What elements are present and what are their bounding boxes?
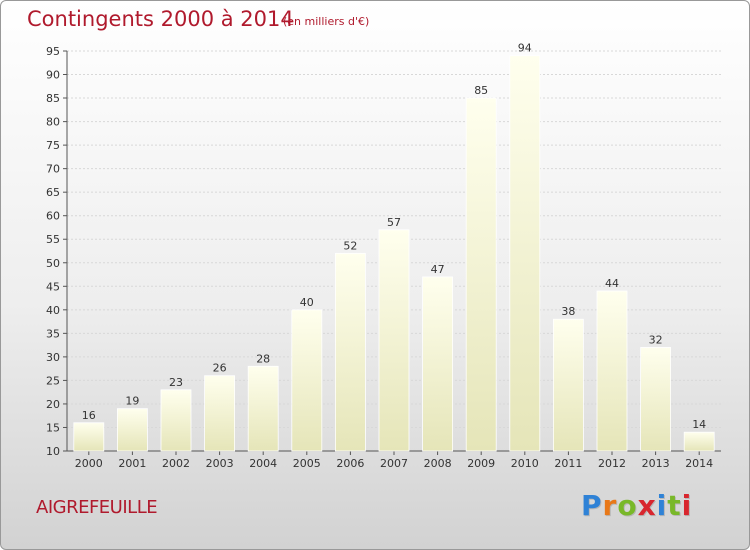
y-tick-label: 60 — [46, 210, 60, 223]
bar-value-label: 38 — [561, 305, 575, 318]
bar — [422, 276, 454, 452]
x-tick-label: 2006 — [336, 457, 364, 470]
bar-value-label: 94 — [518, 42, 532, 55]
bar-value-label: 52 — [343, 239, 357, 252]
y-tick-label: 20 — [46, 398, 60, 411]
y-tick-label: 90 — [46, 69, 60, 82]
bar — [291, 309, 323, 452]
bar — [117, 408, 148, 452]
y-tick-label: 35 — [46, 327, 60, 340]
bar — [334, 252, 366, 452]
x-tick-label: 2014 — [685, 457, 713, 470]
logo-letter: r — [602, 489, 618, 522]
logo-letter: x — [637, 489, 657, 522]
bar-value-label: 44 — [605, 277, 619, 290]
x-tick-label: 2003 — [206, 457, 234, 470]
y-tick-label: 15 — [46, 421, 60, 434]
bar — [247, 365, 279, 452]
bar — [640, 347, 671, 452]
x-tick-label: 2011 — [554, 457, 582, 470]
bar-value-label: 14 — [692, 418, 706, 431]
bar — [683, 431, 715, 452]
logo-letter: t — [667, 489, 682, 522]
bar — [596, 290, 628, 452]
commune-name: AIGREFEUILLE — [36, 497, 158, 518]
bar-value-label: 85 — [474, 84, 488, 97]
bars — [73, 55, 715, 452]
proxiti-logo: Proxiti — [581, 489, 692, 522]
logo-letter: i — [681, 489, 693, 522]
x-tick-label: 2010 — [511, 457, 539, 470]
bar-value-label: 57 — [387, 216, 401, 229]
y-tick-label: 55 — [46, 233, 60, 246]
y-tick-label: 70 — [46, 163, 60, 176]
y-tick-label: 95 — [46, 45, 60, 58]
logo-letter: i — [656, 489, 668, 522]
x-tick-label: 2005 — [293, 457, 321, 470]
bar — [378, 229, 410, 452]
y-tick-label: 40 — [46, 304, 60, 317]
chart-subtitle: (en milliers d'€) — [283, 15, 370, 28]
y-tick-label: 30 — [46, 351, 60, 364]
x-tick-label: 2004 — [249, 457, 277, 470]
x-tick-label: 2008 — [424, 457, 452, 470]
bar — [204, 375, 236, 452]
labels: 10 15 20 25 30 35 40 45 50 55 60 65 70 75 80 85 90 95 16 20… — [46, 42, 713, 470]
y-tick-label: 65 — [46, 186, 60, 199]
bar-value-label: 28 — [256, 352, 270, 365]
bar-value-label: 26 — [213, 362, 227, 375]
bar-value-label: 40 — [300, 296, 314, 309]
bar-value-label: 19 — [125, 395, 139, 408]
x-tick-label: 2013 — [642, 457, 670, 470]
x-tick-label: 2002 — [162, 457, 190, 470]
x-tick-label: 2000 — [75, 457, 103, 470]
bar — [553, 318, 584, 452]
y-tick-label: 45 — [46, 280, 60, 293]
x-tick-label: 2012 — [598, 457, 626, 470]
x-tick-label: 2001 — [118, 457, 146, 470]
bar-value-label: 16 — [82, 409, 96, 422]
logo-letter: o — [617, 489, 638, 522]
y-tick-label: 50 — [46, 257, 60, 270]
y-tick-label: 75 — [46, 139, 60, 152]
x-tick-label: 2007 — [380, 457, 408, 470]
bar — [73, 422, 105, 452]
y-tick-label: 80 — [46, 116, 60, 129]
logo-letter: P — [581, 489, 603, 522]
bar — [160, 389, 192, 452]
bar — [465, 97, 497, 452]
y-tick-label: 25 — [46, 374, 60, 387]
y-tick-label: 10 — [46, 445, 60, 458]
bar-value-label: 47 — [431, 263, 445, 276]
bar-value-label: 32 — [649, 333, 663, 346]
x-tick-label: 2009 — [467, 457, 495, 470]
y-tick-label: 85 — [46, 92, 60, 105]
bar — [509, 55, 541, 452]
bar-value-label: 23 — [169, 376, 183, 389]
chart-title: Contingents 2000 à 2014 — [27, 7, 294, 31]
